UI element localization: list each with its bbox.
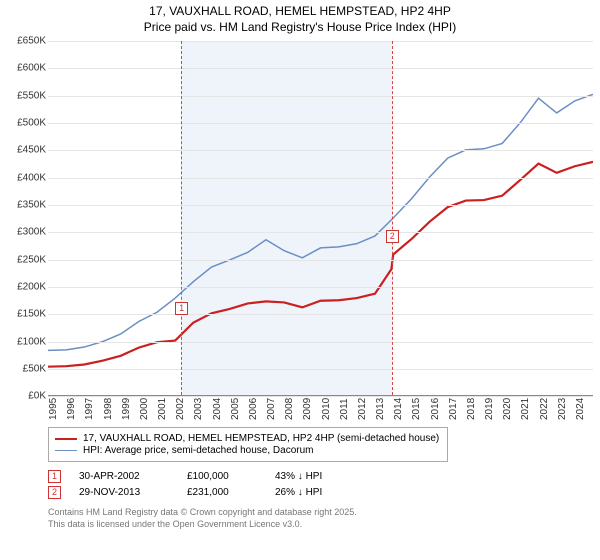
title-line1: 17, VAUXHALL ROAD, HEMEL HEMPSTEAD, HP2 …: [8, 4, 592, 20]
x-tick-label: 2019: [484, 398, 495, 420]
x-tick-label: 2006: [248, 398, 259, 420]
y-tick-label: £50K: [23, 363, 46, 374]
x-tick-label: 2022: [539, 398, 550, 420]
series-price_paid: [48, 162, 593, 367]
x-tick-label: 2015: [411, 398, 422, 420]
legend-label: 17, VAUXHALL ROAD, HEMEL HEMPSTEAD, HP2 …: [83, 433, 439, 444]
footer: Contains HM Land Registry data © Crown c…: [48, 507, 592, 530]
x-tick-label: 2001: [157, 398, 168, 420]
transaction-price: £100,000: [187, 471, 257, 482]
legend-swatch: [55, 450, 77, 451]
chart: £0K £50K £100K £150K £200K £250K £300K £350K £40…: [8, 41, 593, 421]
footer-line2: This data is licensed under the Open Gov…: [48, 519, 592, 531]
x-tick-label: 1997: [84, 398, 95, 420]
transaction-price: £231,000: [187, 487, 257, 498]
x-tick-label: 1996: [66, 398, 77, 420]
x-tick-label: 2009: [302, 398, 313, 420]
y-tick-label: £550K: [17, 90, 46, 101]
x-axis: 1995 1996 1997 1998 1999 2000 2001 2002 2003 2004…: [48, 396, 593, 421]
transaction-flag: 1: [48, 470, 61, 483]
plot-area: 12: [48, 41, 593, 396]
y-tick-label: £0K: [28, 391, 46, 402]
x-tick-label: 2008: [284, 398, 295, 420]
title-line2: Price paid vs. HM Land Registry's House …: [8, 20, 592, 36]
y-tick-label: £200K: [17, 281, 46, 292]
y-tick-label: £300K: [17, 227, 46, 238]
y-tick-label: £650K: [17, 36, 46, 47]
x-tick-label: 2002: [175, 398, 186, 420]
legend-item: HPI: Average price, semi-detached house,…: [55, 445, 441, 456]
legend-label: HPI: Average price, semi-detached house,…: [83, 445, 314, 456]
x-tick-label: 2003: [193, 398, 204, 420]
y-tick-label: £350K: [17, 200, 46, 211]
legend: 17, VAUXHALL ROAD, HEMEL HEMPSTEAD, HP2 …: [48, 427, 448, 462]
marker-flag-2: 2: [386, 230, 399, 243]
y-tick-label: £500K: [17, 118, 46, 129]
legend-item: 17, VAUXHALL ROAD, HEMEL HEMPSTEAD, HP2 …: [55, 433, 441, 444]
x-tick-label: 2010: [321, 398, 332, 420]
series-hpi: [48, 95, 593, 351]
x-tick-label: 2018: [466, 398, 477, 420]
x-tick-label: 2024: [575, 398, 586, 420]
y-tick-label: £600K: [17, 63, 46, 74]
x-tick-label: 2011: [339, 399, 350, 421]
y-axis: £0K £50K £100K £150K £200K £250K £300K £350K £40…: [8, 41, 48, 421]
x-tick-label: 2000: [139, 398, 150, 420]
y-tick-label: £150K: [17, 309, 46, 320]
y-tick-label: £100K: [17, 336, 46, 347]
legend-swatch: [55, 438, 77, 440]
x-tick-label: 2005: [230, 398, 241, 420]
x-tick-label: 1998: [103, 398, 114, 420]
x-tick-label: 2014: [393, 398, 404, 420]
chart-title: 17, VAUXHALL ROAD, HEMEL HEMPSTEAD, HP2 …: [8, 4, 592, 35]
x-tick-label: 2021: [520, 398, 531, 420]
footer-line1: Contains HM Land Registry data © Crown c…: [48, 507, 592, 519]
transaction-delta: 43% ↓ HPI: [275, 471, 322, 482]
x-tick-label: 2023: [557, 398, 568, 420]
transaction-delta: 26% ↓ HPI: [275, 487, 322, 498]
transaction-row: 1 30-APR-2002 £100,000 43% ↓ HPI: [48, 470, 592, 483]
transaction-date: 30-APR-2002: [79, 471, 169, 482]
y-tick-label: £450K: [17, 145, 46, 156]
x-tick-label: 2013: [375, 398, 386, 420]
x-tick-label: 2004: [212, 398, 223, 420]
x-tick-label: 1995: [48, 398, 59, 420]
x-tick-label: 2012: [357, 398, 368, 420]
transaction-date: 29-NOV-2013: [79, 487, 169, 498]
transaction-flag: 2: [48, 486, 61, 499]
y-tick-label: £400K: [17, 172, 46, 183]
y-tick-label: £250K: [17, 254, 46, 265]
x-tick-label: 2017: [448, 398, 459, 420]
transactions-table: 1 30-APR-2002 £100,000 43% ↓ HPI 2 29-NOV-201…: [48, 470, 592, 499]
transaction-row: 2 29-NOV-2013 £231,000 26% ↓ HPI: [48, 486, 592, 499]
x-tick-label: 2020: [502, 398, 513, 420]
marker-flag-1: 1: [175, 302, 188, 315]
x-tick-label: 1999: [121, 398, 132, 420]
x-tick-label: 2016: [430, 398, 441, 420]
x-tick-label: 2007: [266, 398, 277, 420]
